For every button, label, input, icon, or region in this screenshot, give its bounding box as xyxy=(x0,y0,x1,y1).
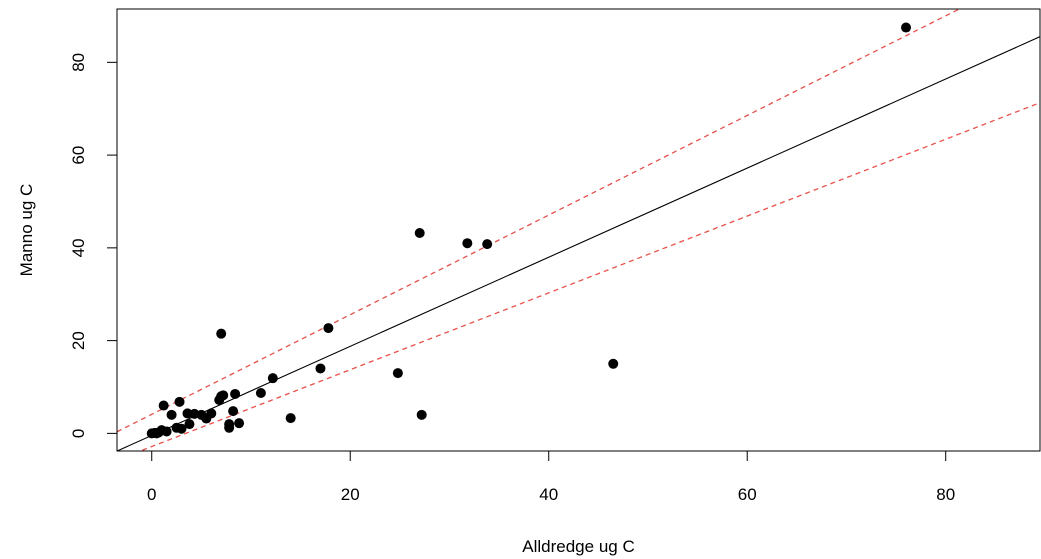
data-point xyxy=(158,400,169,411)
x-tick-label: 60 xyxy=(738,485,757,504)
x-tick-label: 20 xyxy=(341,485,360,504)
y-axis-label: Manno ug C xyxy=(17,184,36,277)
data-point xyxy=(482,239,493,250)
fit-lines xyxy=(117,9,1040,451)
data-point xyxy=(315,363,326,374)
data-point xyxy=(608,358,619,369)
x-tick-label: 40 xyxy=(539,485,558,504)
data-point xyxy=(161,426,172,437)
data-point xyxy=(901,22,912,33)
data-point xyxy=(323,323,334,334)
axes: 0 20 40 60 80 0 20 40 60 80 xyxy=(69,53,955,504)
data-point xyxy=(285,413,296,424)
data-point xyxy=(234,418,245,429)
x-tick-label: 80 xyxy=(936,485,955,504)
data-point xyxy=(174,396,185,407)
y-tick-label: 40 xyxy=(69,238,88,257)
data-point xyxy=(267,373,278,384)
data-point xyxy=(218,390,229,401)
data-point xyxy=(166,409,177,420)
plot-frame xyxy=(116,8,1041,452)
data-point xyxy=(224,422,235,433)
data-points xyxy=(146,22,912,439)
y-tick-label: 20 xyxy=(69,331,88,350)
y-tick-label: 80 xyxy=(69,53,88,72)
data-point xyxy=(176,423,187,434)
x-axis-label: Alldredge ug C xyxy=(522,537,634,556)
y-tick-label: 60 xyxy=(69,146,88,165)
data-point xyxy=(462,238,473,249)
data-point xyxy=(206,408,217,419)
regression-line xyxy=(117,36,1040,451)
data-point xyxy=(255,388,266,399)
confidence-line xyxy=(117,9,961,433)
data-point xyxy=(416,409,427,420)
data-point xyxy=(414,228,425,239)
x-tick-label: 0 xyxy=(147,485,156,504)
confidence-line xyxy=(138,102,1040,451)
y-tick-label: 0 xyxy=(69,429,88,438)
data-point xyxy=(230,388,241,399)
data-point xyxy=(216,328,227,339)
data-point xyxy=(392,368,403,379)
data-point xyxy=(228,406,239,417)
data-point xyxy=(184,419,195,430)
